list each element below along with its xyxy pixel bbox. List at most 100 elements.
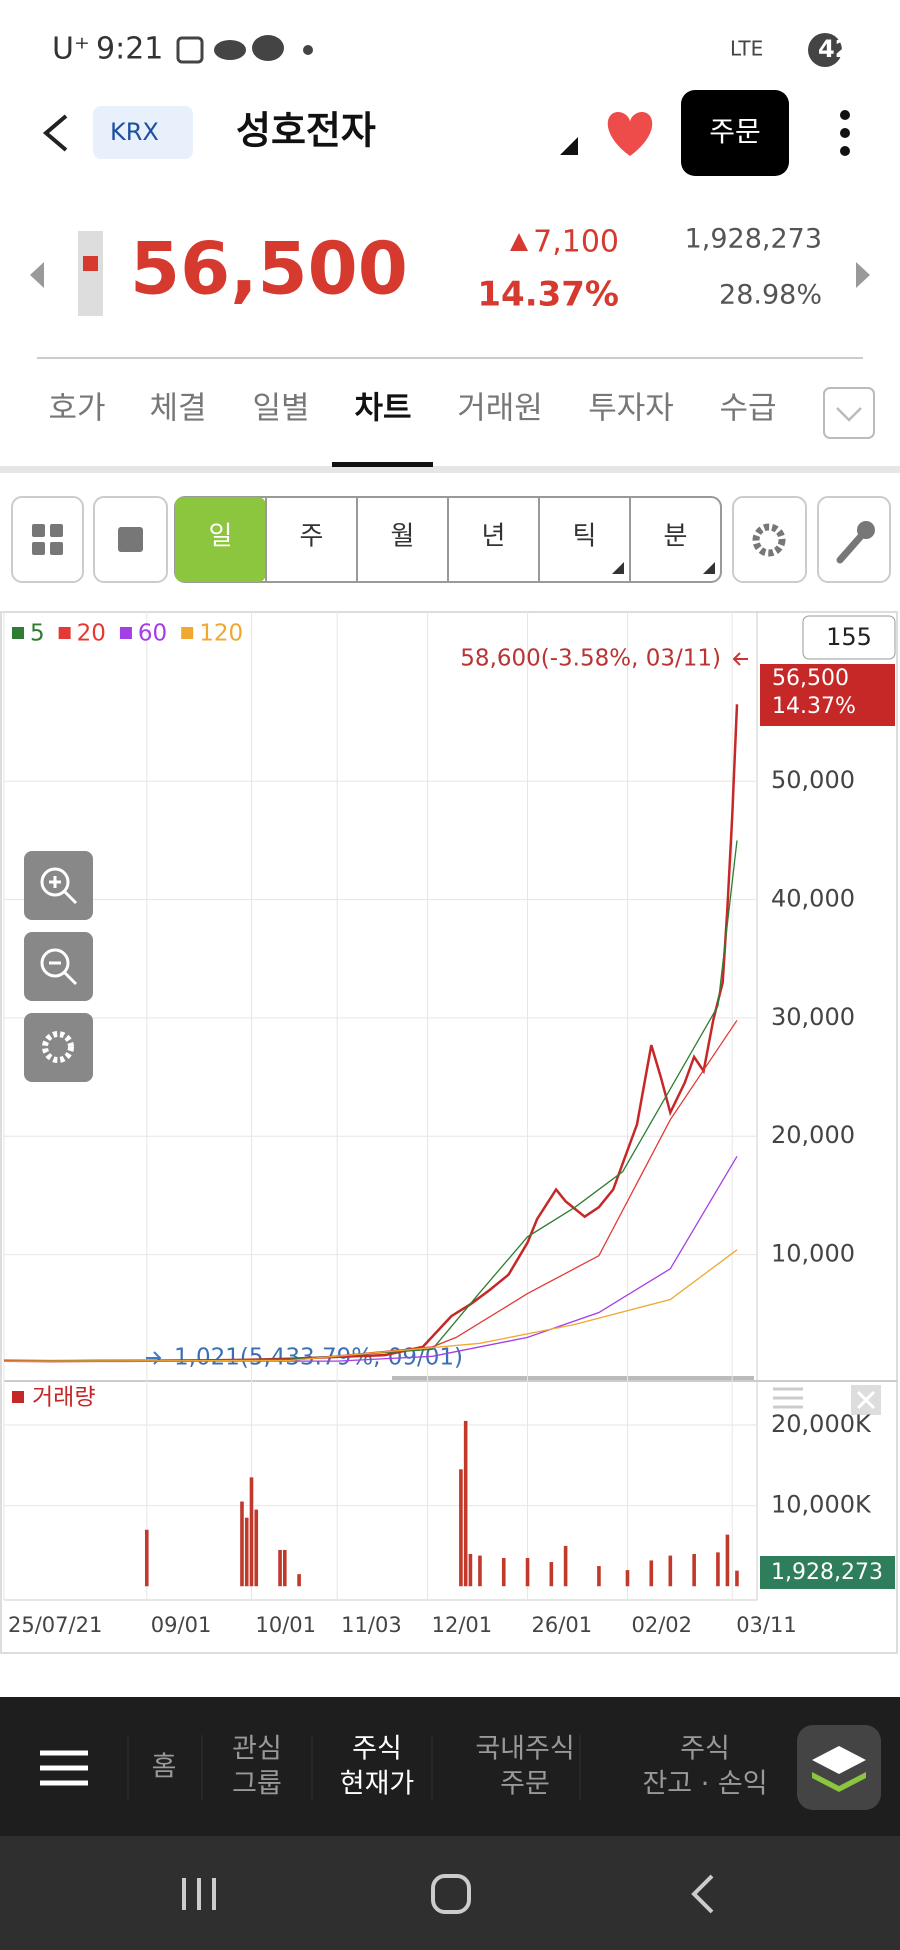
recent-apps[interactable] <box>182 1878 216 1910</box>
period[interactable]: 틱 <box>573 522 597 552</box>
fit-icon <box>118 527 143 552</box>
system-nav <box>0 1836 900 1950</box>
volume-bar <box>692 1553 696 1587</box>
volume-bar <box>144 1529 149 1587</box>
nav-item[interactable]: 현재가 <box>340 1769 415 1800</box>
separator <box>0 466 900 473</box>
prev-arrow[interactable] <box>30 262 44 288</box>
chart-settings[interactable] <box>24 1013 93 1082</box>
period-corner <box>703 562 715 574</box>
volume-bar <box>668 1555 673 1587</box>
period[interactable]: 년 <box>482 522 506 552</box>
tab[interactable]: 투자자 <box>588 391 674 427</box>
last-price: 56,500 <box>772 666 849 691</box>
cloud-icon <box>214 40 246 60</box>
dot <box>303 45 313 55</box>
tab[interactable]: 차트 <box>354 391 411 427</box>
favorite[interactable] <box>607 112 653 156</box>
nav-item[interactable]: 홈 <box>152 1752 177 1783</box>
x-tick-label: 11/03 <box>341 1613 402 1637</box>
low-arrow <box>146 1351 162 1365</box>
legend-label: 5 <box>30 621 45 647</box>
tab[interactable]: 체결 <box>149 391 206 427</box>
y-tick-label: 20,000K <box>771 1410 872 1438</box>
tab-underline <box>332 462 433 467</box>
volume-bar <box>297 1574 301 1587</box>
menu-dot[interactable] <box>840 146 850 156</box>
grid <box>3 612 756 1600</box>
tab[interactable]: 수급 <box>719 391 776 427</box>
exchange: KRX <box>110 118 159 146</box>
volume-bar <box>278 1549 282 1587</box>
legend-swatch <box>181 627 194 639</box>
period-active <box>175 497 266 582</box>
gear-icon <box>752 523 786 557</box>
volume-bar <box>625 1570 630 1587</box>
volume-bar <box>597 1566 601 1587</box>
back-button[interactable] <box>42 114 68 152</box>
settings-button[interactable] <box>732 496 807 583</box>
nav-item[interactable]: 관심 <box>232 1734 282 1765</box>
legend-label: 120 <box>199 621 243 647</box>
moving-average <box>4 1155 738 1362</box>
carrier: U⁺ <box>52 32 90 67</box>
panel-menu[interactable] <box>773 1387 803 1409</box>
tab[interactable]: 거래원 <box>457 391 543 427</box>
menu-dot[interactable] <box>840 110 850 120</box>
x-tick-label: 25/07/21 <box>8 1613 102 1637</box>
y-tick-label: 30,000 <box>771 1003 855 1031</box>
legend-swatch <box>119 627 132 639</box>
tab[interactable]: 일별 <box>252 391 309 427</box>
nav-item[interactable]: 주식 <box>680 1734 730 1765</box>
period[interactable]: 분 <box>664 522 688 552</box>
stock-name[interactable]: 성호전자 <box>236 109 376 153</box>
volume-bar <box>254 1509 259 1587</box>
period[interactable]: 일 <box>209 522 233 552</box>
chart-frame <box>0 611 898 1654</box>
tab[interactable]: 호가 <box>48 391 105 427</box>
period[interactable]: 주 <box>300 522 324 552</box>
exchange-badge <box>93 106 193 159</box>
y-tick-label: 10,000 <box>771 1240 855 1268</box>
period[interactable]: 월 <box>391 522 415 552</box>
dropdown-triangle <box>560 137 578 155</box>
layout-button[interactable] <box>11 496 84 583</box>
zoom-in[interactable] <box>24 851 93 920</box>
change-pct: 14.37% <box>477 275 619 315</box>
volume-bar <box>249 1477 254 1587</box>
moving-average <box>3 1249 738 1362</box>
nav-item[interactable]: 주문 <box>500 1769 550 1800</box>
volume-bar <box>549 1562 554 1587</box>
mini-candle <box>83 256 98 271</box>
nav-item[interactable]: 잔고 · 손익 <box>642 1769 767 1800</box>
tab-more-icon <box>836 407 862 422</box>
y-tick-label: 50,000 <box>771 766 855 794</box>
volume-bar <box>525 1558 530 1587</box>
last-pct: 14.37% <box>772 694 856 719</box>
volume-bar <box>283 1549 287 1587</box>
volume-bar <box>240 1501 244 1587</box>
volume-bar <box>463 1420 468 1587</box>
back-system[interactable] <box>691 1874 714 1914</box>
zoom-out[interactable] <box>24 932 93 1001</box>
nav-item[interactable]: 국내주식 <box>475 1734 574 1765</box>
x-tick-label: 03/11 <box>736 1613 797 1637</box>
next-arrow[interactable] <box>856 262 870 288</box>
nav-item[interactable]: 주식 <box>352 1734 402 1765</box>
volume-bar <box>244 1517 249 1587</box>
menu-button[interactable] <box>40 1750 88 1786</box>
volume-current-box <box>760 1556 895 1589</box>
home-button[interactable] <box>431 1874 471 1914</box>
tab-more[interactable] <box>823 387 875 439</box>
nav-item[interactable]: 그룹 <box>232 1769 282 1800</box>
order-button[interactable] <box>681 90 789 176</box>
menu-dot[interactable] <box>840 128 850 138</box>
y-tick-label: 20,000 <box>771 1121 855 1149</box>
price: 56,500 <box>130 227 408 311</box>
panel-close-icon <box>856 1390 876 1410</box>
x-tick-label: 12/01 <box>432 1613 493 1637</box>
order-label: 주문 <box>709 115 761 148</box>
volume-bar <box>725 1534 730 1587</box>
